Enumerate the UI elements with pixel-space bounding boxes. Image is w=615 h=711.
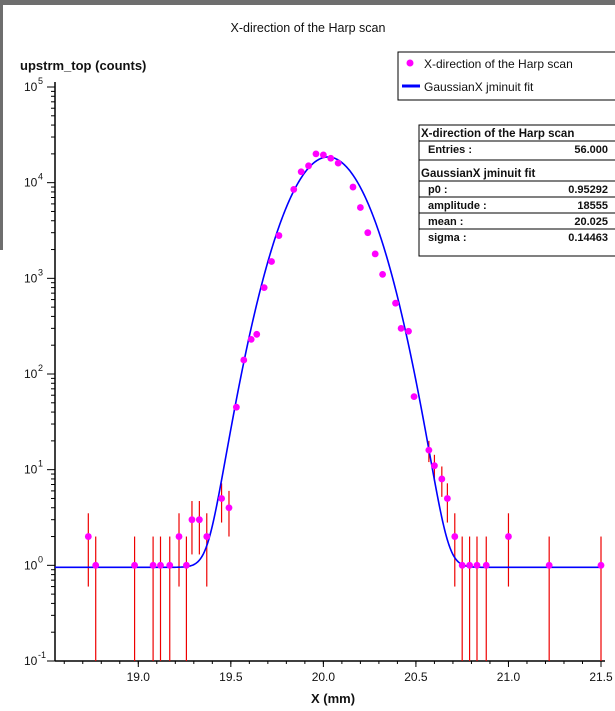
data-point	[443, 495, 451, 502]
y-tick-exponent: 5	[38, 76, 43, 86]
data-point	[157, 561, 164, 569]
data-point	[319, 151, 327, 159]
data-point	[327, 154, 335, 162]
data-point	[253, 330, 261, 338]
y-tick-exponent: 2	[38, 363, 43, 373]
x-tick-label: 20.5	[404, 670, 428, 684]
data-point	[149, 561, 157, 569]
data-point	[473, 561, 481, 569]
window-frame-top	[0, 0, 615, 5]
data-point	[188, 516, 196, 524]
stats-box: X-direction of the Harp scan Entries : 5…	[418, 124, 615, 257]
y-tick-exponent: 3	[38, 267, 43, 277]
data-point	[247, 335, 255, 343]
data-point	[405, 327, 412, 335]
data-point	[356, 204, 364, 211]
y-tick-exponent: -1	[38, 650, 46, 660]
x-tick-label: 19.5	[219, 670, 243, 684]
stats-fit-title: GaussianX jminuit fit	[421, 168, 536, 180]
stats-box-frame	[418, 124, 615, 257]
data-point	[371, 250, 379, 258]
window-frame-left	[0, 0, 3, 250]
data-point	[392, 299, 399, 307]
data-point	[312, 150, 320, 158]
legend-entry-fit: GaussianX jminuit fit	[424, 80, 534, 94]
data-point	[305, 162, 312, 170]
data-point	[290, 186, 298, 193]
y-tick-label: 10	[24, 176, 38, 190]
data-point	[410, 393, 418, 401]
x-tick-label: 21.5	[589, 670, 613, 684]
error-bars	[87, 440, 602, 661]
data-point	[195, 516, 203, 524]
stats-entries-label: Entries :	[428, 144, 472, 156]
stats-p0-label: p0 :	[428, 184, 448, 196]
legend-entry-data: X-direction of the Harp scan	[424, 57, 573, 71]
data-point	[297, 168, 305, 176]
chart-title: X-direction of the Harp scan	[231, 21, 386, 35]
x-axis-label: X (mm)	[311, 691, 355, 706]
y-tick-label: 10	[24, 80, 38, 94]
data-point	[505, 533, 512, 540]
data-point	[482, 561, 490, 569]
y-tick-label: 10	[24, 271, 38, 285]
data-point	[451, 533, 459, 540]
data-point	[438, 475, 446, 483]
data-point	[175, 533, 183, 540]
y-tick-label: 10	[24, 463, 38, 477]
x-tick-label: 19.0	[127, 670, 151, 684]
data-point	[203, 533, 211, 540]
axes	[54, 82, 605, 662]
data-point	[431, 462, 438, 470]
data-point	[275, 232, 283, 239]
data-point	[458, 561, 466, 569]
data-point	[240, 356, 248, 364]
y-axis-label: upstrm_top (counts)	[20, 58, 146, 73]
data-point	[466, 561, 473, 569]
stats-entries-value: 56.000	[574, 144, 608, 156]
stats-histogram-title: X-direction of the Harp scan	[421, 128, 574, 140]
stats-sigma-value: 0.14463	[568, 232, 608, 244]
data-point	[545, 561, 553, 569]
stats-amplitude-label: amplitude :	[428, 200, 487, 212]
data-point	[183, 561, 190, 569]
y-tick-label: 10	[24, 367, 38, 381]
data-point	[597, 561, 605, 569]
data-point	[260, 284, 268, 292]
data-point	[84, 533, 92, 540]
x-tick-label: 21.0	[497, 670, 521, 684]
data-point	[218, 495, 225, 502]
y-tick-exponent: 0	[38, 554, 43, 564]
data-point	[166, 561, 174, 569]
data-point	[268, 258, 275, 265]
data-point	[92, 561, 100, 569]
data-point	[364, 229, 372, 237]
data-point	[425, 446, 433, 454]
stats-p0-value: 0.95292	[568, 184, 608, 196]
x-tick-label: 20.0	[312, 670, 336, 684]
legend-marker-dot	[406, 59, 414, 67]
y-tick-exponent: 4	[38, 172, 43, 182]
stats-sigma-label: sigma :	[428, 232, 467, 244]
stats-mean-value: 20.025	[574, 216, 608, 228]
legend-box	[397, 51, 615, 101]
data-point	[349, 183, 357, 191]
data-point	[232, 403, 240, 411]
data-point	[131, 561, 138, 569]
stats-mean-label: mean :	[428, 216, 463, 228]
y-tick-label: 10	[24, 654, 38, 668]
data-point	[334, 159, 342, 167]
y-tick-label: 10	[24, 558, 38, 572]
y-tick-exponent: 1	[38, 459, 43, 469]
legend: X-direction of the Harp scan GaussianX j…	[397, 51, 615, 101]
stats-amplitude-value: 18555	[577, 200, 608, 212]
data-point	[397, 324, 405, 332]
data-point	[225, 504, 233, 512]
data-points	[84, 150, 605, 569]
data-point	[379, 270, 386, 278]
